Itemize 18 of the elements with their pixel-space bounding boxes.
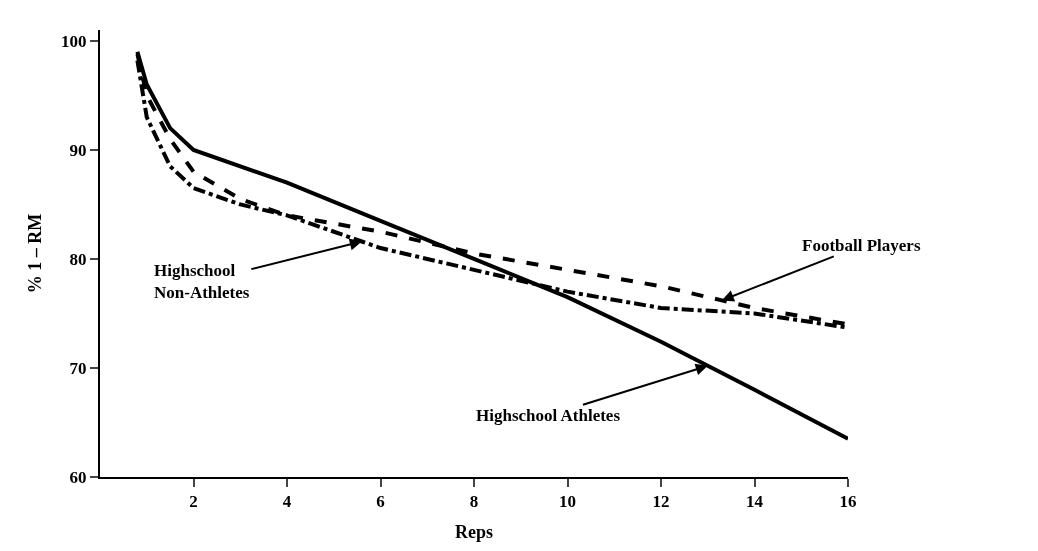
x-tick-label: 10 <box>559 492 576 512</box>
x-tick-label: 6 <box>376 492 385 512</box>
y-tick-label: 70 <box>69 358 87 378</box>
annotation: Highschool Athletes <box>476 406 621 425</box>
x-tick-label: 8 <box>469 492 479 512</box>
x-axis-title: Reps <box>454 522 494 542</box>
y-tick-label: 100 <box>61 31 87 51</box>
x-tick-label: 4 <box>282 492 292 512</box>
x-tick-label: 14 <box>746 492 764 512</box>
y-tick-label: 80 <box>69 249 87 269</box>
y-tick-label: 60 <box>69 467 87 487</box>
y-axis-title: % 1 – RM <box>24 213 45 294</box>
x-tick-label: 12 <box>652 492 670 512</box>
annotation: Football Players <box>802 236 921 255</box>
annotation: Highschool Non-Athletes <box>154 261 250 303</box>
x-tick-label: 2 <box>189 492 198 512</box>
y-tick-label: 90 <box>69 140 87 160</box>
x-tick-label: 16 <box>839 492 857 512</box>
